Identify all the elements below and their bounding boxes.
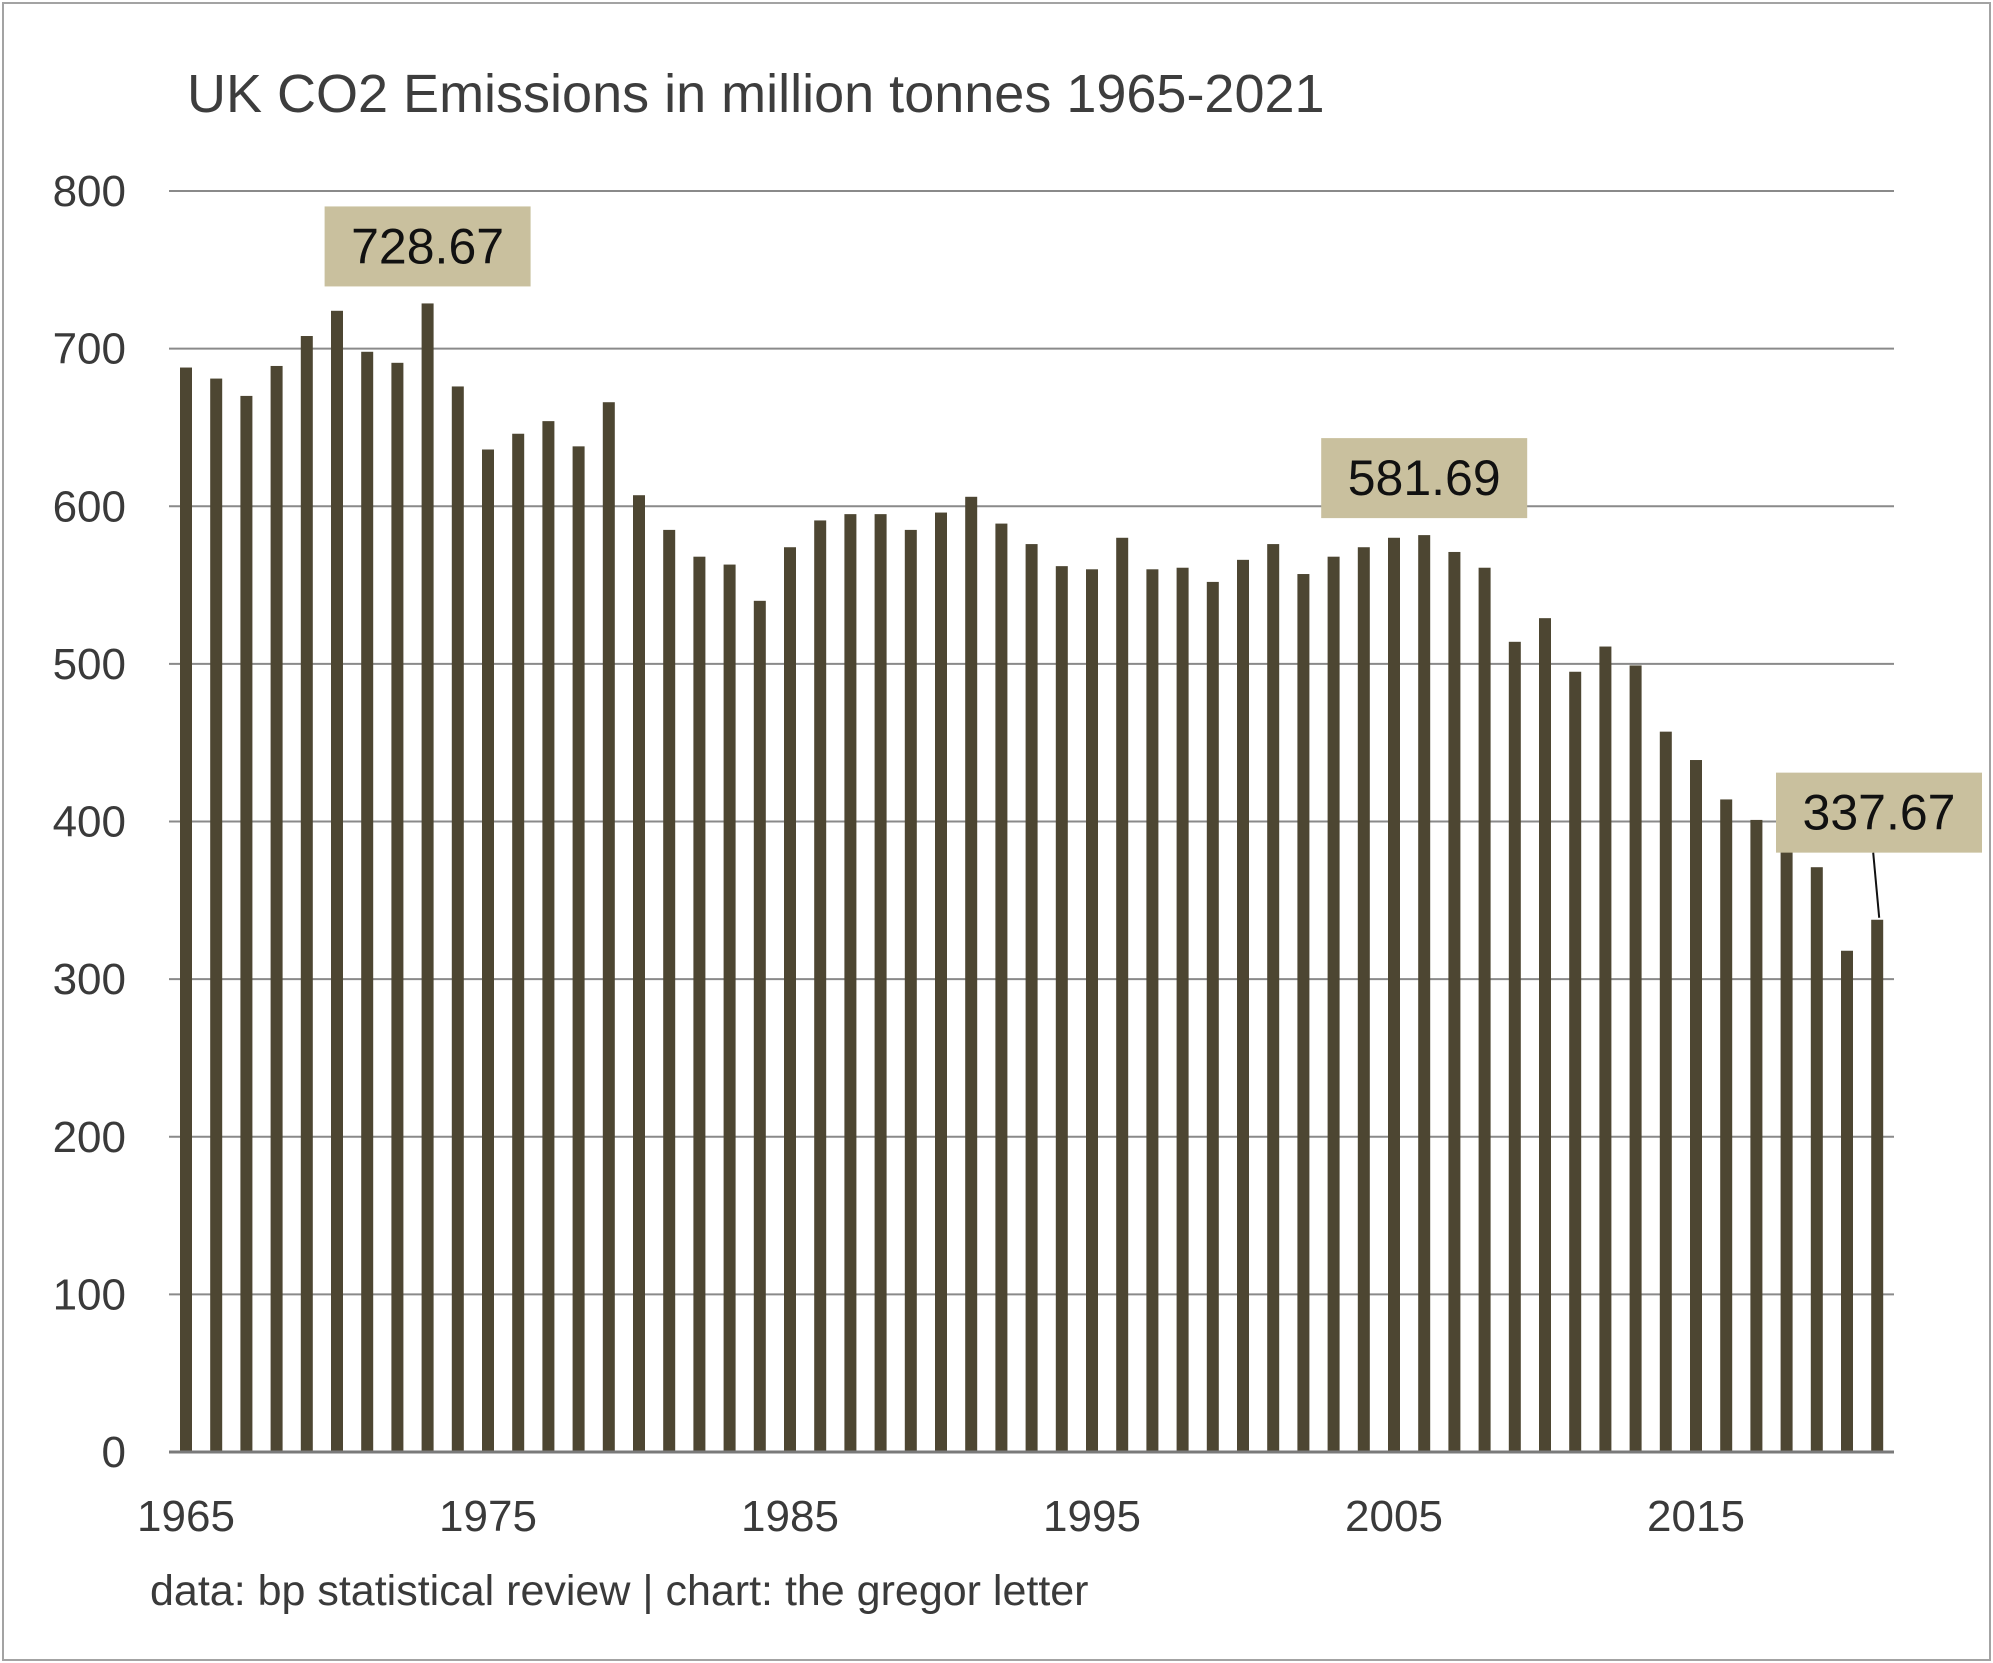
bar-1994: [1055, 566, 1068, 1452]
bar-1987: [844, 514, 857, 1452]
bar-1976: [512, 433, 525, 1452]
annotations: 728.67 581.69 337.67: [324, 206, 1982, 918]
bar-2014: [1659, 731, 1672, 1452]
y-axis-ticks: 0 100 200 300 400 500 600 700 800: [53, 167, 126, 1477]
chart-svg: UK CO2 Emissions in million tonnes 1965-…: [53, 64, 1982, 1615]
annotation-box: [324, 206, 531, 287]
x-tick-label: 2015: [1647, 1492, 1745, 1541]
bar-1984: [753, 600, 766, 1452]
bar-2018: [1780, 840, 1793, 1452]
annotation-label: 337.67: [1803, 785, 1956, 841]
bar-1988: [874, 514, 887, 1452]
annotation-box: [1776, 772, 1982, 853]
annotation-label: 728.67: [351, 218, 504, 274]
x-tick-label: 1975: [439, 1492, 537, 1541]
y-tick-label: 300: [53, 955, 126, 1004]
source-note: data: bp statistical review | chart: the…: [150, 1567, 1089, 1615]
bar-1973: [421, 303, 434, 1453]
bar-1993: [1025, 544, 1038, 1452]
bar-1978: [572, 446, 585, 1452]
x-tick-label: 2005: [1345, 1492, 1443, 1541]
bar-1982: [693, 556, 706, 1452]
y-tick-label: 100: [53, 1270, 126, 1319]
y-tick-label: 800: [53, 167, 126, 216]
x-tick-label: 1985: [741, 1492, 839, 1541]
bar-2007: [1448, 551, 1461, 1452]
x-tick-label: 1995: [1043, 1492, 1141, 1541]
bar-1995: [1086, 569, 1098, 1452]
bar-2019: [1810, 867, 1823, 1452]
bar-1965: [180, 367, 192, 1452]
bar-1986: [814, 520, 827, 1452]
bar-2013: [1629, 665, 1642, 1452]
bar-2021: [1871, 919, 1884, 1452]
x-axis-ticks: 1965 1975 1985 1995 2005 2015: [137, 1492, 1745, 1541]
bar-1974: [451, 386, 464, 1453]
y-tick-label: 400: [53, 798, 126, 847]
bar-1997: [1146, 569, 1159, 1452]
bar-2009: [1508, 641, 1521, 1452]
chart-title: UK CO2 Emissions in million tonnes 1965-…: [187, 64, 1325, 124]
bars: [180, 303, 1884, 1453]
bar-1977: [542, 421, 555, 1452]
bar-1966: [210, 378, 223, 1453]
bar-1983: [723, 564, 736, 1452]
y-tick-label: 500: [53, 640, 126, 689]
y-tick-label: 600: [53, 482, 126, 531]
bar-2016: [1720, 799, 1733, 1452]
bar-1980: [633, 495, 645, 1452]
bar-2002: [1297, 574, 1310, 1452]
bar-2001: [1267, 544, 1280, 1452]
annotation-leader: [1872, 852, 1881, 918]
bar-2010: [1539, 618, 1551, 1452]
bar-1992: [995, 523, 1008, 1452]
bar-2004: [1357, 547, 1370, 1452]
bar-2005: [1388, 537, 1400, 1452]
bar-1981: [663, 529, 676, 1452]
bar-1990: [935, 512, 947, 1452]
bar-2017: [1750, 819, 1763, 1452]
bar-1989: [904, 529, 917, 1452]
bar-2006: [1418, 535, 1431, 1452]
bar-1968: [270, 365, 283, 1452]
y-tick-label: 0: [102, 1428, 126, 1477]
bar-1972: [391, 362, 404, 1452]
bar-1969: [300, 336, 313, 1452]
bar-1970: [331, 310, 343, 1452]
bar-2011: [1569, 671, 1582, 1452]
bar-1979: [602, 402, 615, 1452]
bar-2000: [1237, 559, 1249, 1452]
bar-2020: [1841, 950, 1853, 1452]
annotation-label: 581.69: [1348, 450, 1501, 506]
bar-1971: [361, 351, 374, 1453]
bar-1999: [1206, 581, 1219, 1452]
bar-1996: [1116, 537, 1129, 1452]
bar-2008: [1478, 567, 1491, 1452]
bar-1985: [784, 547, 796, 1452]
bar-2012: [1599, 646, 1612, 1452]
x-tick-label: 1965: [137, 1492, 235, 1541]
y-tick-label: 200: [53, 1113, 126, 1162]
y-tick-label: 700: [53, 325, 126, 374]
annotation-box: [1321, 438, 1528, 519]
bar-2015: [1690, 760, 1702, 1452]
bar-1967: [240, 395, 253, 1453]
bar-2003: [1327, 556, 1340, 1452]
bar-1991: [965, 496, 978, 1453]
bar-1975: [482, 449, 494, 1452]
bar-1998: [1176, 567, 1189, 1452]
